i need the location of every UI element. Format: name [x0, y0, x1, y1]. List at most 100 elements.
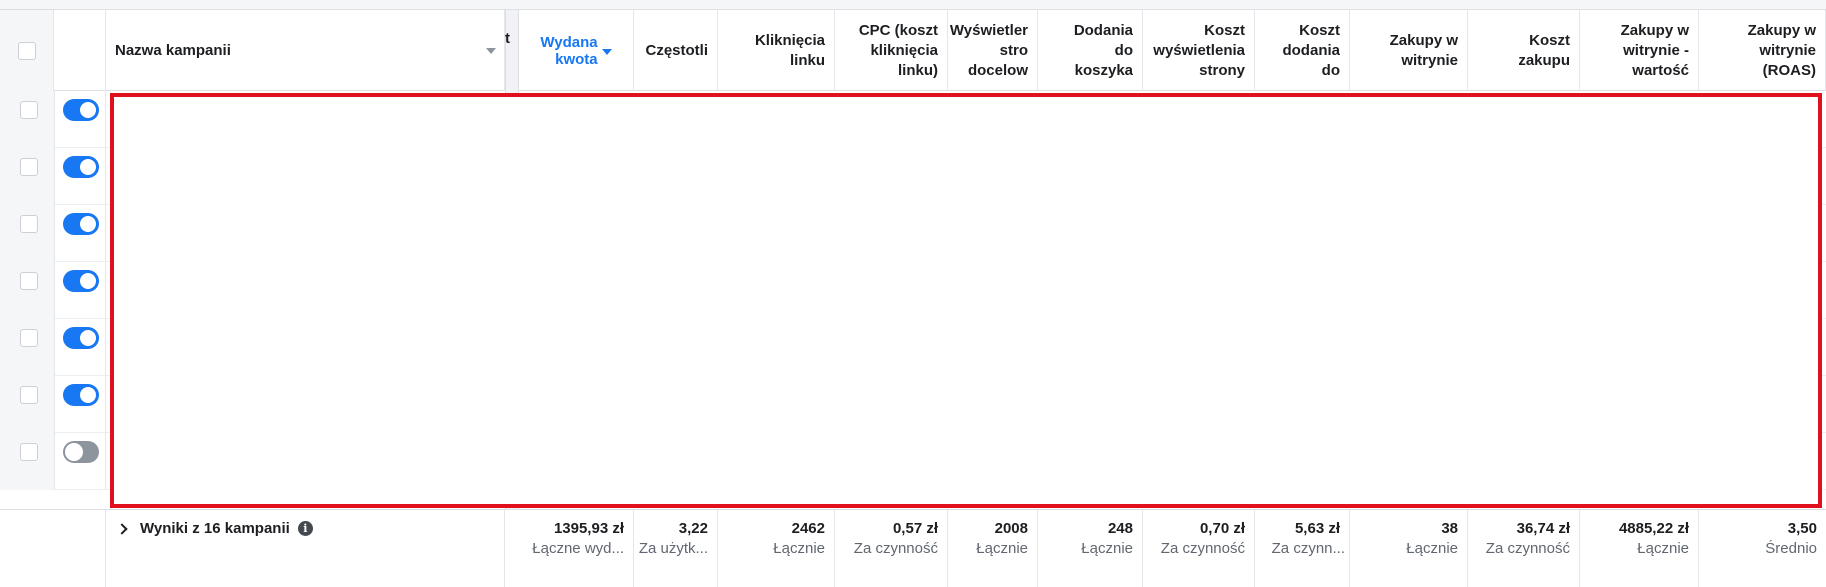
sort-descending-icon — [601, 48, 612, 55]
summary-value: 5,63 zł — [1294, 520, 1340, 537]
select-all-cell — [0, 10, 54, 91]
row-toggle-cell — [54, 376, 106, 433]
select-all-checkbox[interactable] — [17, 41, 36, 60]
summary-subtext: Łącznie — [976, 540, 1028, 557]
row-select-cell — [0, 376, 54, 433]
summary-subtext: Łącznie — [1637, 540, 1689, 557]
summary-value: 0,57 zł — [892, 520, 938, 537]
column-header-cpc[interactable]: CPC (koszt kliknięcia linku) — [835, 10, 948, 91]
chevron-right-icon[interactable] — [116, 522, 128, 535]
summary-value: 38 — [1441, 520, 1458, 537]
campaign-name-label: Nazwa kampanii — [115, 42, 231, 59]
summary-value: 248 — [1107, 520, 1133, 537]
column-header-purchase-value[interactable]: Zakupy w witrynie - wartość — [1580, 10, 1699, 91]
summary-value: 2008 — [994, 520, 1028, 537]
column-header-label: Zakupy w witrynie - wartość — [1620, 21, 1689, 79]
row-select-cell — [0, 205, 54, 262]
summary-cell-cost-per-page-view: 0,70 zł Za czynność — [1143, 510, 1255, 587]
row-checkbox[interactable] — [20, 158, 38, 176]
column-header-campaign-name[interactable]: Nazwa kampanii — [106, 10, 505, 91]
campaign-toggle[interactable] — [63, 441, 99, 463]
row-select-cell — [0, 319, 54, 376]
campaign-toggle[interactable] — [63, 213, 99, 235]
summary-subtext: Za czynność — [853, 540, 938, 557]
toolbar-strip — [0, 0, 1826, 10]
toggle-column-header — [54, 10, 106, 91]
column-header-label: Koszt wyświetlenia strony — [1153, 21, 1245, 79]
summary-subtext: Średnio — [1765, 540, 1817, 557]
column-header-label: Zakupy w witrynie — [1389, 31, 1458, 69]
row-select-cell — [0, 262, 54, 319]
row-checkbox[interactable] — [20, 386, 38, 404]
row-checkbox[interactable] — [20, 329, 38, 347]
row-toggle-cell — [54, 319, 106, 376]
column-header-adds-to-cart[interactable]: Dodania do koszyka — [1038, 10, 1143, 91]
summary-cell-website-purchases: 38 Łącznie — [1350, 510, 1468, 587]
summary-cell-cost-per-purchase: 36,74 zł Za czynność — [1468, 510, 1580, 587]
column-header-frequency[interactable]: Częstotli — [634, 10, 718, 91]
summary-subtext: Za czynn... — [1271, 540, 1345, 557]
summary-cell-landing-page-views: 2008 Łącznie — [948, 510, 1038, 587]
summary-value: 3,22 — [678, 520, 708, 537]
summary-cell-frequency: 3,22 Za użytk... — [634, 510, 718, 587]
row-select-cell — [0, 91, 54, 148]
summary-value: 2462 — [791, 520, 825, 537]
summary-value: 36,74 zł — [1516, 520, 1570, 537]
column-header-website-purchases[interactable]: Zakupy w witrynie — [1350, 10, 1468, 91]
summary-toggle[interactable]: Wyniki z 16 kampanii i — [116, 520, 313, 537]
row-checkbox[interactable] — [20, 272, 38, 290]
summary-row: Wyniki z 16 kampanii i 1395,93 zł Łączne … — [0, 509, 1826, 587]
row-toggle-cell — [54, 148, 106, 205]
column-header-label: Wydana kwota — [540, 33, 598, 68]
summary-subtext: Łącznie — [1406, 540, 1458, 557]
summary-cell-cpc: 0,57 zł Za czynność — [835, 510, 948, 587]
column-header-spent[interactable]: Wydana kwota — [519, 10, 634, 91]
campaign-toggle[interactable] — [63, 384, 99, 406]
row-toggle-cell — [54, 262, 106, 319]
summary-cell-roas: 3,50 Średnio — [1699, 510, 1826, 587]
summary-subtext: Za czynność — [1485, 540, 1570, 557]
summary-subtext: Łącznie — [773, 540, 825, 557]
summary-subtext: Za użytk... — [638, 540, 708, 557]
column-header-label: Wyświetler stro docelow — [949, 21, 1028, 79]
redaction-box — [110, 93, 1822, 508]
chevron-down-icon[interactable] — [486, 48, 496, 54]
summary-value: 3,50 — [1787, 520, 1817, 537]
summary-subtext: Łącznie — [1081, 540, 1133, 557]
info-icon[interactable]: i — [297, 521, 313, 536]
summary-spacer — [0, 510, 106, 587]
column-header-link-clicks[interactable]: Kliknięcia linku — [718, 10, 835, 91]
column-header-label: Koszt dodania do — [1282, 21, 1340, 79]
campaign-toggle[interactable] — [63, 270, 99, 292]
summary-value: 4885,22 zł — [1618, 520, 1689, 537]
column-header-label: CPC (koszt kliknięcia linku) — [858, 21, 938, 79]
column-header-label: Zakupy w witrynie (ROAS) — [1747, 21, 1816, 79]
campaign-toggle[interactable] — [63, 99, 99, 121]
row-toggle-cell — [54, 433, 106, 490]
summary-value: 0,70 zł — [1199, 520, 1245, 537]
row-select-cell — [0, 433, 54, 490]
campaign-toggle[interactable] — [63, 156, 99, 178]
row-checkbox[interactable] — [20, 443, 38, 461]
summary-cell-cost-per-add-to-cart: 5,63 zł Za czynn... — [1255, 510, 1350, 587]
column-header-cost-per-purchase[interactable]: Koszt zakupu — [1468, 10, 1580, 91]
row-checkbox[interactable] — [20, 101, 38, 119]
column-header-roas[interactable]: Zakupy w witrynie (ROAS) — [1699, 10, 1826, 91]
column-header-label: Koszt zakupu — [1518, 31, 1570, 69]
column-header-label: Dodania do koszyka — [1073, 21, 1133, 79]
row-toggle-cell — [54, 205, 106, 262]
summary-label-cell: Wyniki z 16 kampanii i — [106, 510, 505, 587]
column-header-cost-per-add-to-cart[interactable]: Koszt dodania do — [1255, 10, 1350, 91]
table-header: Nazwa kampanii Wydana kwota Częstotli Kl… — [0, 10, 1826, 91]
campaign-toggle[interactable] — [63, 327, 99, 349]
row-checkbox[interactable] — [20, 215, 38, 233]
cutoff-header-fragment: t — [505, 30, 510, 47]
column-header-cost-per-page-view[interactable]: Koszt wyświetlenia strony — [1143, 10, 1255, 91]
summary-subtext: Za czynność — [1160, 540, 1245, 557]
column-header-label: Częstotli — [645, 41, 708, 59]
row-toggle-cell — [54, 91, 106, 148]
row-select-cell — [0, 148, 54, 205]
summary-cell-spent: 1395,93 zł Łączne wyd... — [519, 510, 634, 587]
column-header-landing-page-views[interactable]: Wyświetler stro docelow — [948, 10, 1038, 91]
summary-label: Wyniki z 16 kampanii — [140, 520, 290, 537]
